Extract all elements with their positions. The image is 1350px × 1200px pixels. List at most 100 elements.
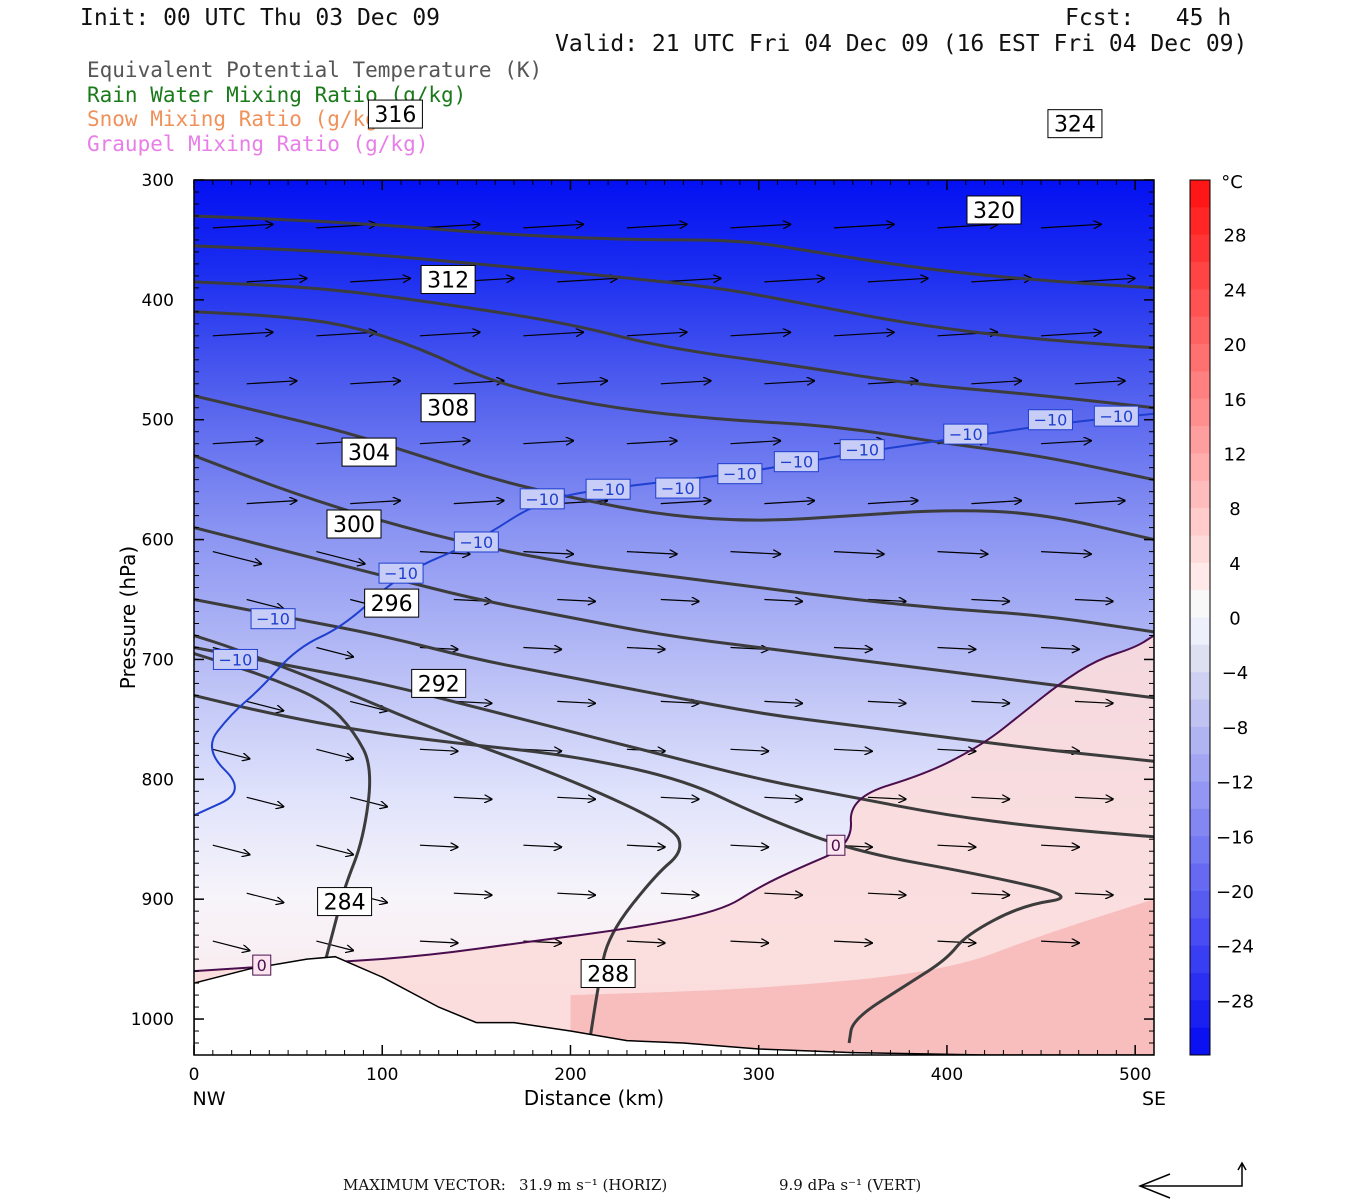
wind-vector [212,224,273,228]
init-time: Init: 00 UTC Thu 03 Dec 09 [80,5,441,31]
wind-vector [660,701,699,703]
isotherm-label-box [655,477,701,499]
wind-vector [937,224,998,228]
wind-vector [557,600,595,602]
wind-vector [523,441,573,444]
colorbar-tick-label: 8 [1229,499,1240,520]
theta-e-label-box [341,437,397,467]
y-tick-label: 400 [142,291,174,311]
y-tick-label: 800 [142,770,174,790]
wind-vector [660,893,699,895]
wind-vector [212,940,250,950]
wind-vector [937,941,976,943]
theta-e-contour-304 [194,526,1154,700]
wind-vector [971,501,1021,504]
isotherm-label-box [252,954,272,976]
wind-vector [1074,381,1125,384]
isotherm-label: −10 [845,441,879,460]
x-tick-label: 200 [554,1065,586,1085]
wind-vector [626,332,687,336]
isotherm-label: −10 [591,480,625,499]
wind-vector [764,797,802,799]
x-tick-label: 300 [742,1065,774,1085]
theta-e-label-box [420,393,476,423]
wind-vector [937,845,976,847]
isotherm-label: −10 [1034,411,1068,430]
wind-vector [1041,441,1091,444]
wind-vector [246,501,297,504]
wind-vector [626,648,665,650]
isotherm-label: 0 [831,836,841,855]
wind-vector [937,552,988,555]
wind-vector [867,701,906,703]
wind-vector [316,646,353,657]
wind-vector [316,844,353,854]
wind-vector [1041,648,1079,650]
theta-e-label: 316 [374,103,416,128]
wind-vector [833,332,894,336]
wind-vector [350,700,387,710]
wind-vector [212,844,250,854]
wind-vector [419,845,458,847]
wind-vector [764,600,802,602]
valid-time: Valid: 21 UTC Fri 04 Dec 09 (16 EST Fri … [555,31,1248,57]
wind-vector [833,224,894,228]
isotherm-label-box [826,834,846,856]
y-tick-label: 900 [142,890,174,910]
wind-vector [212,748,250,759]
isotherm-label: −10 [723,465,757,484]
max-vector-horiz: 31.9 m s⁻¹ (HORIZ) [519,1176,668,1194]
wind-vector [1074,797,1113,799]
wind-vector [557,278,617,282]
colorbar-tick-label: −4 [1222,663,1249,684]
theta-e-label: 288 [587,962,629,987]
legend-theta-e: Equivalent Potential Temperature (K) [87,58,543,82]
isotherm-0 [194,634,1154,973]
wind-vector [212,332,273,336]
legend-graupel: Graupel Mixing Ratio (g/kg) [87,132,429,156]
wind-vector [350,501,400,504]
colorbar-tick-label: 20 [1224,335,1247,356]
isotherm-label-box [773,451,819,473]
wind-vector [833,749,872,751]
max-vector-label: MAXIMUM VECTOR: [343,1176,506,1194]
wind-vector [937,648,976,650]
colorbar-tick-label: 24 [1224,280,1247,301]
wind-vector [316,748,353,759]
wind-vector [1041,332,1101,336]
theta-e-contour-300 [194,598,1154,763]
wind-vector [350,278,410,282]
wind-vector [626,941,665,943]
x-tick-label: 500 [1119,1065,1151,1085]
wind-vector [660,600,699,602]
wind-vector [730,552,781,555]
colorbar-tick-label: −8 [1222,718,1249,739]
y-tick-label: 500 [142,411,174,431]
wind-vector [764,893,802,895]
axes: 300 400 500 600 700 800 900 1000 0 100 200 300 400 50… [116,171,1166,1110]
wind-vector [453,797,492,799]
wind-vector [246,700,284,710]
forecast-hour: Fcst: 45 h [1065,5,1232,31]
colorbar-tick-label: −16 [1216,827,1254,848]
wind-vector [316,332,376,336]
theta-e-label-box [580,958,636,988]
isotherm-label-box [1027,409,1073,431]
theta-e-label-box [1047,109,1103,139]
isotherm-label: −10 [256,610,290,629]
theta-e-label: 292 [418,672,460,697]
colorbar-tick-label: 12 [1224,444,1247,465]
wind-vector [833,648,872,650]
wind-vector [246,598,284,609]
colorbar-tick-label: −24 [1216,937,1254,958]
colorbar: 28 24 20 16 12 8 4 0 −4 −8 −12 −16 −20 −24 −28 °C [1189,172,1254,1056]
wind-vector [730,749,769,751]
wind-vector [246,381,297,384]
wind-vector [867,501,918,504]
wind-vector [523,332,583,336]
theta-e-contour-284 [194,652,372,960]
wind-vector [730,441,781,444]
theta-e-contour-320 [194,280,1154,410]
theta-e-contour-308 [194,454,1154,634]
theta-e-label-box [326,509,382,539]
